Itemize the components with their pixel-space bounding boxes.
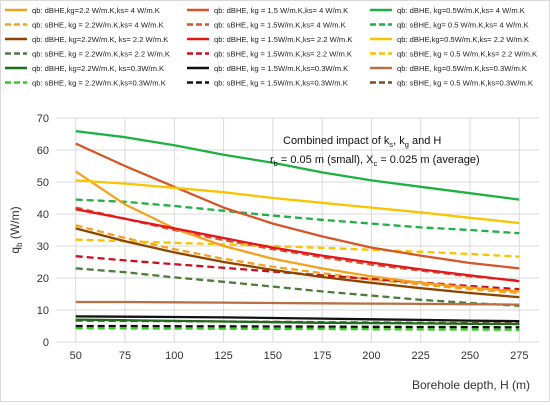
legend-label: qb: dBHE, kg=0.5W/m.K,ks=0.3W/m.K: [397, 64, 527, 73]
y-tick-label: 30: [37, 241, 49, 253]
legend-item: qb: dBHE, kg = 1.5W/m.K,ks=0.3W/m.K: [187, 64, 348, 73]
gridlines: [56, 117, 539, 343]
legend-label: qb: dBHE,kg=2.2 W/m.K,ks= 4 W/m.K: [32, 6, 160, 15]
legend-item: qb: sBHE, kg = 2.2W/m.K,ks= 4 W/m.K: [5, 21, 164, 30]
x-tick-label: 225: [412, 350, 430, 362]
legend-item: qb: dBHE, kg = 1.5 W/m.K,ks= 4 W/m.K: [187, 6, 348, 15]
y-tick-label: 20: [37, 273, 49, 285]
legend-item: qb: sBHE, kg = 0.5 W/m.K,ks= 2.2 W/m.K: [370, 50, 537, 59]
y-tick-label: 60: [37, 145, 49, 157]
legend-item: qb: sBHE, kg = 0.5 W/m.K,ks=0.3W/m.K: [370, 79, 533, 88]
legend-label: qb: sBHE, kg = 0.5 W/m.K,ks= 2.2 W/m.K: [397, 50, 537, 59]
series-line: [75, 198, 520, 235]
annotation-line-2: rb = 0.05 m (small), Xc = 0.025 m (avera…: [270, 154, 480, 168]
x-tick-label: 75: [119, 350, 131, 362]
series-line: [75, 318, 520, 326]
legend-label: qb: dBHE, kg = 1.5 W/m.K,ks= 4 W/m.K: [214, 6, 348, 15]
y-tick-label: 0: [43, 337, 49, 349]
x-tick-label: 150: [264, 350, 282, 362]
series-line: [75, 267, 520, 307]
legend-label: qb: dBHE, kg=2.2W/m.K, ks= 2.2 W/m.K: [32, 35, 168, 44]
legend-item: qb: sBHE, kg = 2.2W/m.K,ks= 2.2 W/m.K: [5, 50, 170, 59]
legend-label: qb: sBHE, kg = 1.5W/m.K,ks= 2.2 W/m.K: [214, 50, 352, 59]
y-tick-label: 10: [37, 305, 49, 317]
series-line: [75, 227, 520, 299]
legend-item: qb: dBHE, kg=2.2W/m.K, ks=0.3W/m.K: [5, 64, 164, 73]
x-tick-label: 200: [362, 350, 380, 362]
series-line: [75, 142, 520, 270]
series-line: [75, 179, 520, 225]
series-line: [75, 324, 520, 329]
x-tick-label: 275: [510, 350, 528, 362]
legend-label: qb: sBHE, kg = 2.2W/m.K,ks= 2.2 W/m.K: [32, 50, 170, 59]
x-axis-label: Borehole depth, H (m): [412, 378, 530, 392]
series-line: [75, 327, 520, 331]
legend-item: qb: sBHE, kg = 1.5W/m.K,ks= 4 W/m.K: [187, 21, 346, 30]
legend-item: qb: sBHE, kg = 1.5W/m.K,ks=0.3W/m.K: [187, 79, 348, 88]
y-tick-label: 70: [37, 113, 49, 125]
series-line: [75, 170, 520, 293]
series-line: [75, 224, 520, 295]
legend-item: qb: sBHE, kg= 0.5 W/m.K,ks= 4 W/m.K: [370, 21, 529, 30]
legend-label: qb: sBHE, kg= 0.5 W/m.K,ks= 4 W/m.K: [397, 21, 529, 30]
legend-label: qb: sBHE, kg = 0.5 W/m.K,ks=0.3W/m.K: [397, 79, 533, 88]
series-line: [75, 208, 520, 283]
x-tick-label: 250: [461, 350, 479, 362]
legend-item: qb: sBHE, kg = 2.2W/m.K,ks=0.3W/m.K: [5, 79, 166, 88]
legend-label: qb: sBHE, kg = 1.5W/m.K,ks=0.3W/m.K: [214, 79, 348, 88]
y-tick-label: 40: [37, 209, 49, 221]
x-tick-label: 125: [214, 350, 232, 362]
legend-item: qb: dBHE, kg=2.2W/m.K, ks= 2.2 W/m.K: [5, 35, 168, 44]
legend-item: qb: dBHE, kg=0.5W/m.K,ks=0.3W/m.K: [370, 64, 527, 73]
legend-item: qb: sBHE, kg = 1.5W/m.K,ks= 2.2 W/m.K: [187, 50, 352, 59]
legend-label: qb: dBHE, kg = 1.5W/m.K,ks= 2.2 W/m.K: [214, 35, 352, 44]
legend-label: qb: sBHE, kg = 2.2W/m.K,ks=0.3W/m.K: [32, 79, 166, 88]
y-tick-labels: 0 10 20 30 40 50 60 70: [37, 113, 49, 349]
series-line: [75, 129, 520, 201]
y-axis-label: qb (W/m): [8, 206, 24, 253]
legend-item: qb: dBHE, kg=0.5W/m.K,ks= 4 W/m.K: [370, 6, 525, 15]
series-line: [75, 238, 520, 258]
annotation-line-1: Combined impact of ks, kg and H: [283, 135, 441, 149]
legend-label: qb: sBHE, kg = 1.5W/m.K,ks= 4 W/m.K: [214, 21, 346, 30]
series-lines: [75, 129, 520, 331]
legend-label: qb: dBHE, kg=0.5W/m.K,ks= 4 W/m.K: [397, 6, 525, 15]
legend-label: qb: dBHE, kg = 1.5W/m.K,ks=0.3W/m.K: [214, 64, 348, 73]
legend-item: qb: dBHE, kg = 1.5W/m.K,ks= 2.2 W/m.K: [187, 35, 352, 44]
series-line: [75, 300, 520, 306]
legend-label: qb: sBHE, kg = 2.2W/m.K,ks= 4 W/m.K: [32, 21, 164, 30]
series-line: [75, 315, 520, 323]
x-tick-label: 100: [165, 350, 183, 362]
legend-label: qb: dBHE,kg=0.5W/m.K,ks= 2.2 W/m.K: [397, 35, 529, 44]
legend-label: qb: dBHE, kg=2.2W/m.K, ks=0.3W/m.K: [32, 64, 164, 73]
y-tick-label: 50: [37, 177, 49, 189]
legend-item: qb: dBHE,kg=2.2 W/m.K,ks= 4 W/m.K: [5, 6, 160, 15]
legend-item: qb: dBHE,kg=0.5W/m.K,ks= 2.2 W/m.K: [370, 35, 529, 44]
legend: qb: dBHE,kg=2.2 W/m.K,ks= 4 W/m.K qb: dBH…: [5, 6, 537, 88]
x-tick-label: 50: [70, 350, 82, 362]
x-tick-label: 175: [313, 350, 331, 362]
x-tick-labels: 50 75 100 125 150 175 200 225 250 275: [70, 350, 529, 362]
